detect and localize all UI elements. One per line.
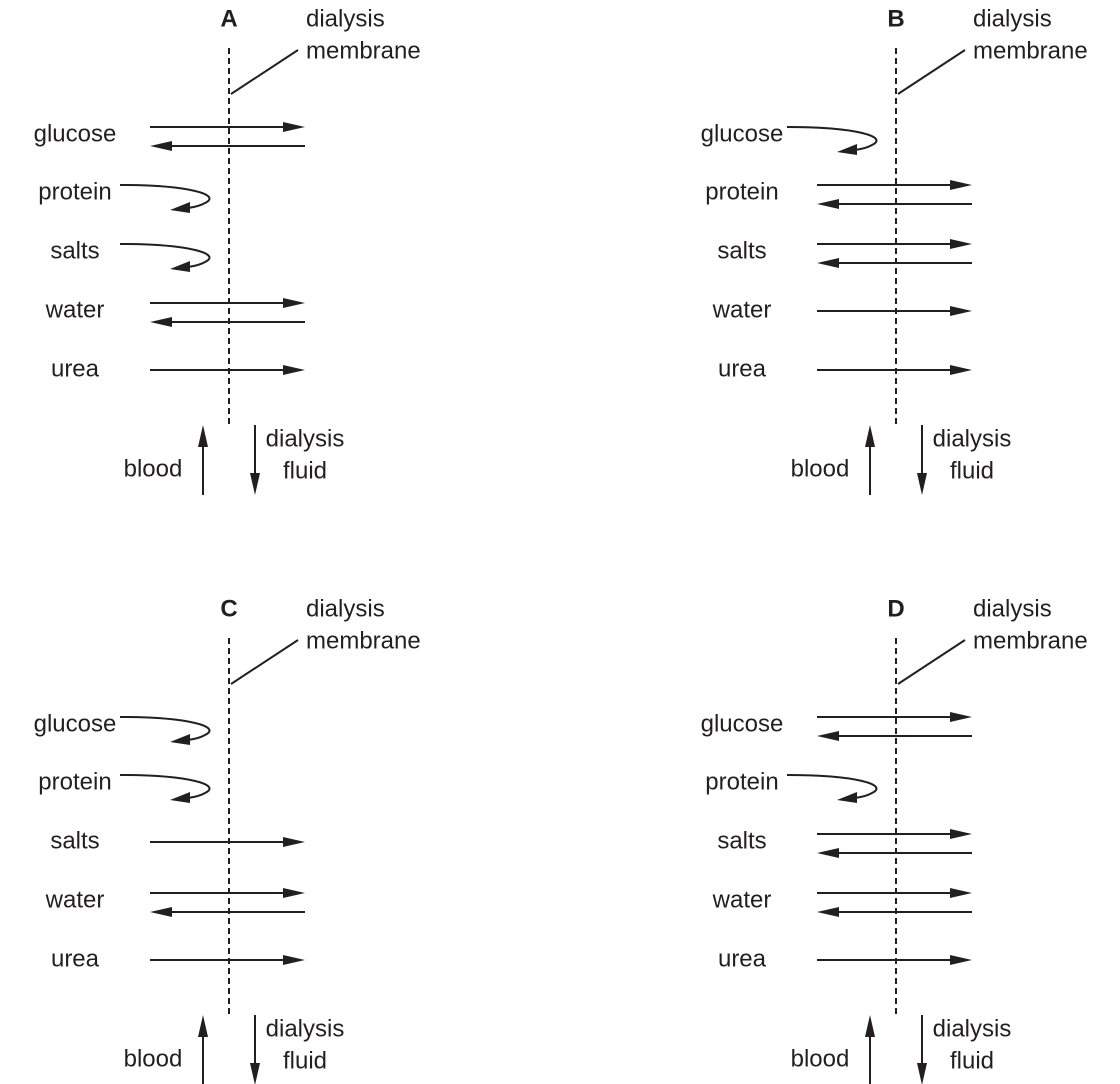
arrow-head xyxy=(817,848,839,858)
arrow-head xyxy=(950,712,972,722)
substance-label: protein xyxy=(705,178,778,205)
fluid-label: fluid xyxy=(950,1047,994,1074)
arrow-head xyxy=(250,1063,260,1084)
membrane-label: dialysis xyxy=(306,5,385,32)
fluid-label: dialysis xyxy=(266,1015,345,1042)
panel-title: B xyxy=(887,5,904,32)
fluid-label: dialysis xyxy=(266,425,345,452)
return-arrow xyxy=(786,126,878,151)
substance-label: salts xyxy=(50,237,99,264)
leader-line xyxy=(230,49,299,95)
substance-label: urea xyxy=(51,945,100,972)
blood-label: blood xyxy=(791,1045,850,1072)
substance-label: protein xyxy=(705,768,778,795)
arrow-head xyxy=(817,199,839,209)
arrow-head xyxy=(283,122,305,132)
arrow-head xyxy=(917,473,927,495)
blood-label: blood xyxy=(124,1045,183,1072)
blood-label: blood xyxy=(791,455,850,482)
arrow-head xyxy=(170,202,190,213)
return-arrow xyxy=(119,774,211,799)
fluid-label: fluid xyxy=(283,457,327,484)
return-arrow xyxy=(786,774,878,799)
membrane-label: dialysis xyxy=(973,5,1052,32)
membrane-label: membrane xyxy=(306,627,421,654)
substance-label: water xyxy=(45,886,105,913)
arrow-head xyxy=(950,888,972,898)
arrow-head xyxy=(198,425,208,447)
arrow-head xyxy=(170,261,190,272)
substance-label: urea xyxy=(51,355,100,382)
membrane-label: membrane xyxy=(973,37,1088,64)
arrow-head xyxy=(950,365,972,375)
blood-label: blood xyxy=(124,455,183,482)
arrow-head xyxy=(950,306,972,316)
substance-label: water xyxy=(712,886,772,913)
substance-label: protein xyxy=(38,178,111,205)
substance-label: glucose xyxy=(701,120,784,147)
arrow-head xyxy=(837,792,857,803)
arrow-head xyxy=(170,734,190,745)
arrow-head xyxy=(865,1015,875,1037)
substance-label: salts xyxy=(50,827,99,854)
arrow-head xyxy=(950,180,972,190)
leader-line xyxy=(230,639,299,685)
arrow-head xyxy=(150,317,172,327)
fluid-label: dialysis xyxy=(933,425,1012,452)
return-arrow xyxy=(119,184,211,209)
arrow-head xyxy=(837,144,857,155)
arrow-head xyxy=(865,425,875,447)
fluid-label: dialysis xyxy=(933,1015,1012,1042)
substance-label: protein xyxy=(38,768,111,795)
arrow-head xyxy=(250,473,260,495)
arrow-head xyxy=(817,258,839,268)
arrow-head xyxy=(950,829,972,839)
arrow-head xyxy=(950,955,972,965)
arrow-head xyxy=(283,365,305,375)
arrow-head xyxy=(950,239,972,249)
substance-label: urea xyxy=(718,945,767,972)
fluid-label: fluid xyxy=(283,1047,327,1074)
substance-label: salts xyxy=(717,237,766,264)
substance-label: urea xyxy=(718,355,767,382)
membrane-label: membrane xyxy=(973,627,1088,654)
arrow-head xyxy=(917,1063,927,1084)
arrow-head xyxy=(283,888,305,898)
membrane-label: dialysis xyxy=(973,595,1052,622)
panel-title: A xyxy=(220,5,237,32)
substance-label: glucose xyxy=(34,710,117,737)
arrow-head xyxy=(283,837,305,847)
arrow-head xyxy=(150,141,172,151)
substance-label: glucose xyxy=(34,120,117,147)
fluid-label: fluid xyxy=(950,457,994,484)
panel-title: C xyxy=(220,595,237,622)
arrow-head xyxy=(198,1015,208,1037)
return-arrow xyxy=(119,243,211,268)
leader-line xyxy=(897,49,966,95)
arrow-head xyxy=(817,907,839,917)
arrow-head xyxy=(150,907,172,917)
arrow-head xyxy=(817,731,839,741)
substance-label: glucose xyxy=(701,710,784,737)
substance-label: water xyxy=(712,296,772,323)
arrow-head xyxy=(170,792,190,803)
arrow-head xyxy=(283,298,305,308)
substance-label: salts xyxy=(717,827,766,854)
return-arrow xyxy=(119,716,211,741)
leader-line xyxy=(897,639,966,685)
substance-label: water xyxy=(45,296,105,323)
membrane-label: dialysis xyxy=(306,595,385,622)
membrane-label: membrane xyxy=(306,37,421,64)
panel-title: D xyxy=(887,595,904,622)
arrow-head xyxy=(283,955,305,965)
